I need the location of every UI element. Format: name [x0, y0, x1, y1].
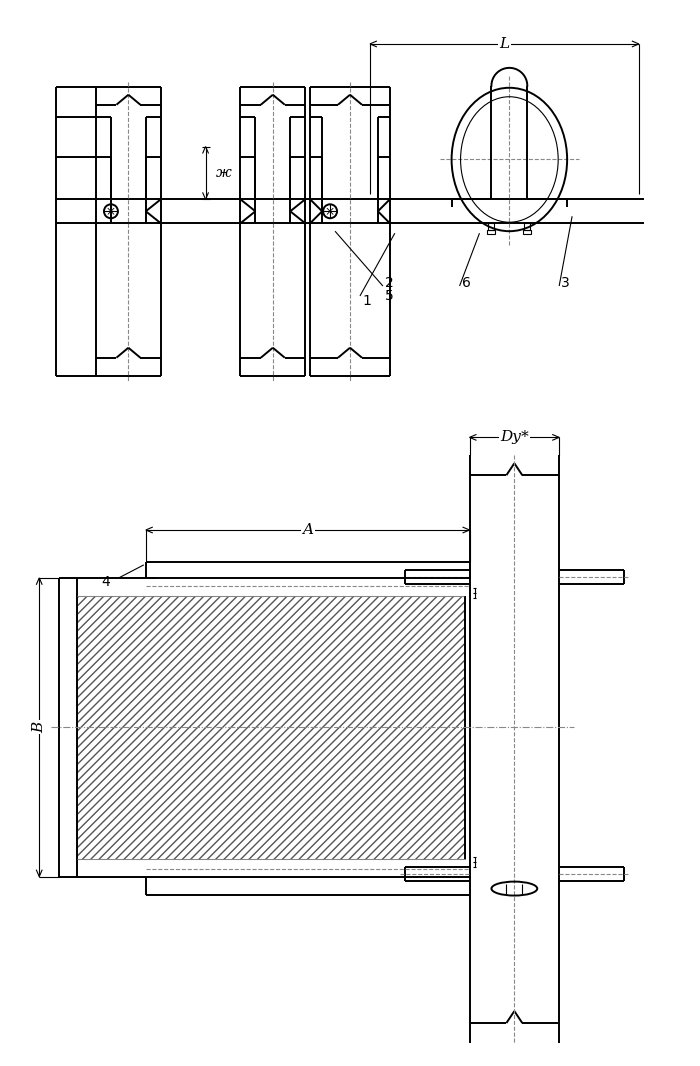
Text: 6: 6: [461, 276, 470, 290]
Text: A: A: [302, 523, 313, 537]
Text: Dу*: Dу*: [500, 431, 528, 445]
Bar: [487, 230, 496, 235]
Bar: [524, 230, 531, 235]
Text: L: L: [499, 37, 510, 51]
Bar: [489, 223, 494, 230]
Text: 3: 3: [561, 276, 570, 290]
Text: 4: 4: [102, 575, 111, 588]
Text: 2: 2: [385, 276, 393, 290]
Bar: [77, 596, 465, 859]
Bar: [524, 223, 531, 230]
Text: ж: ж: [216, 166, 231, 180]
Text: 1: 1: [362, 294, 371, 308]
Text: B: B: [32, 722, 46, 732]
Text: 5: 5: [385, 289, 393, 303]
